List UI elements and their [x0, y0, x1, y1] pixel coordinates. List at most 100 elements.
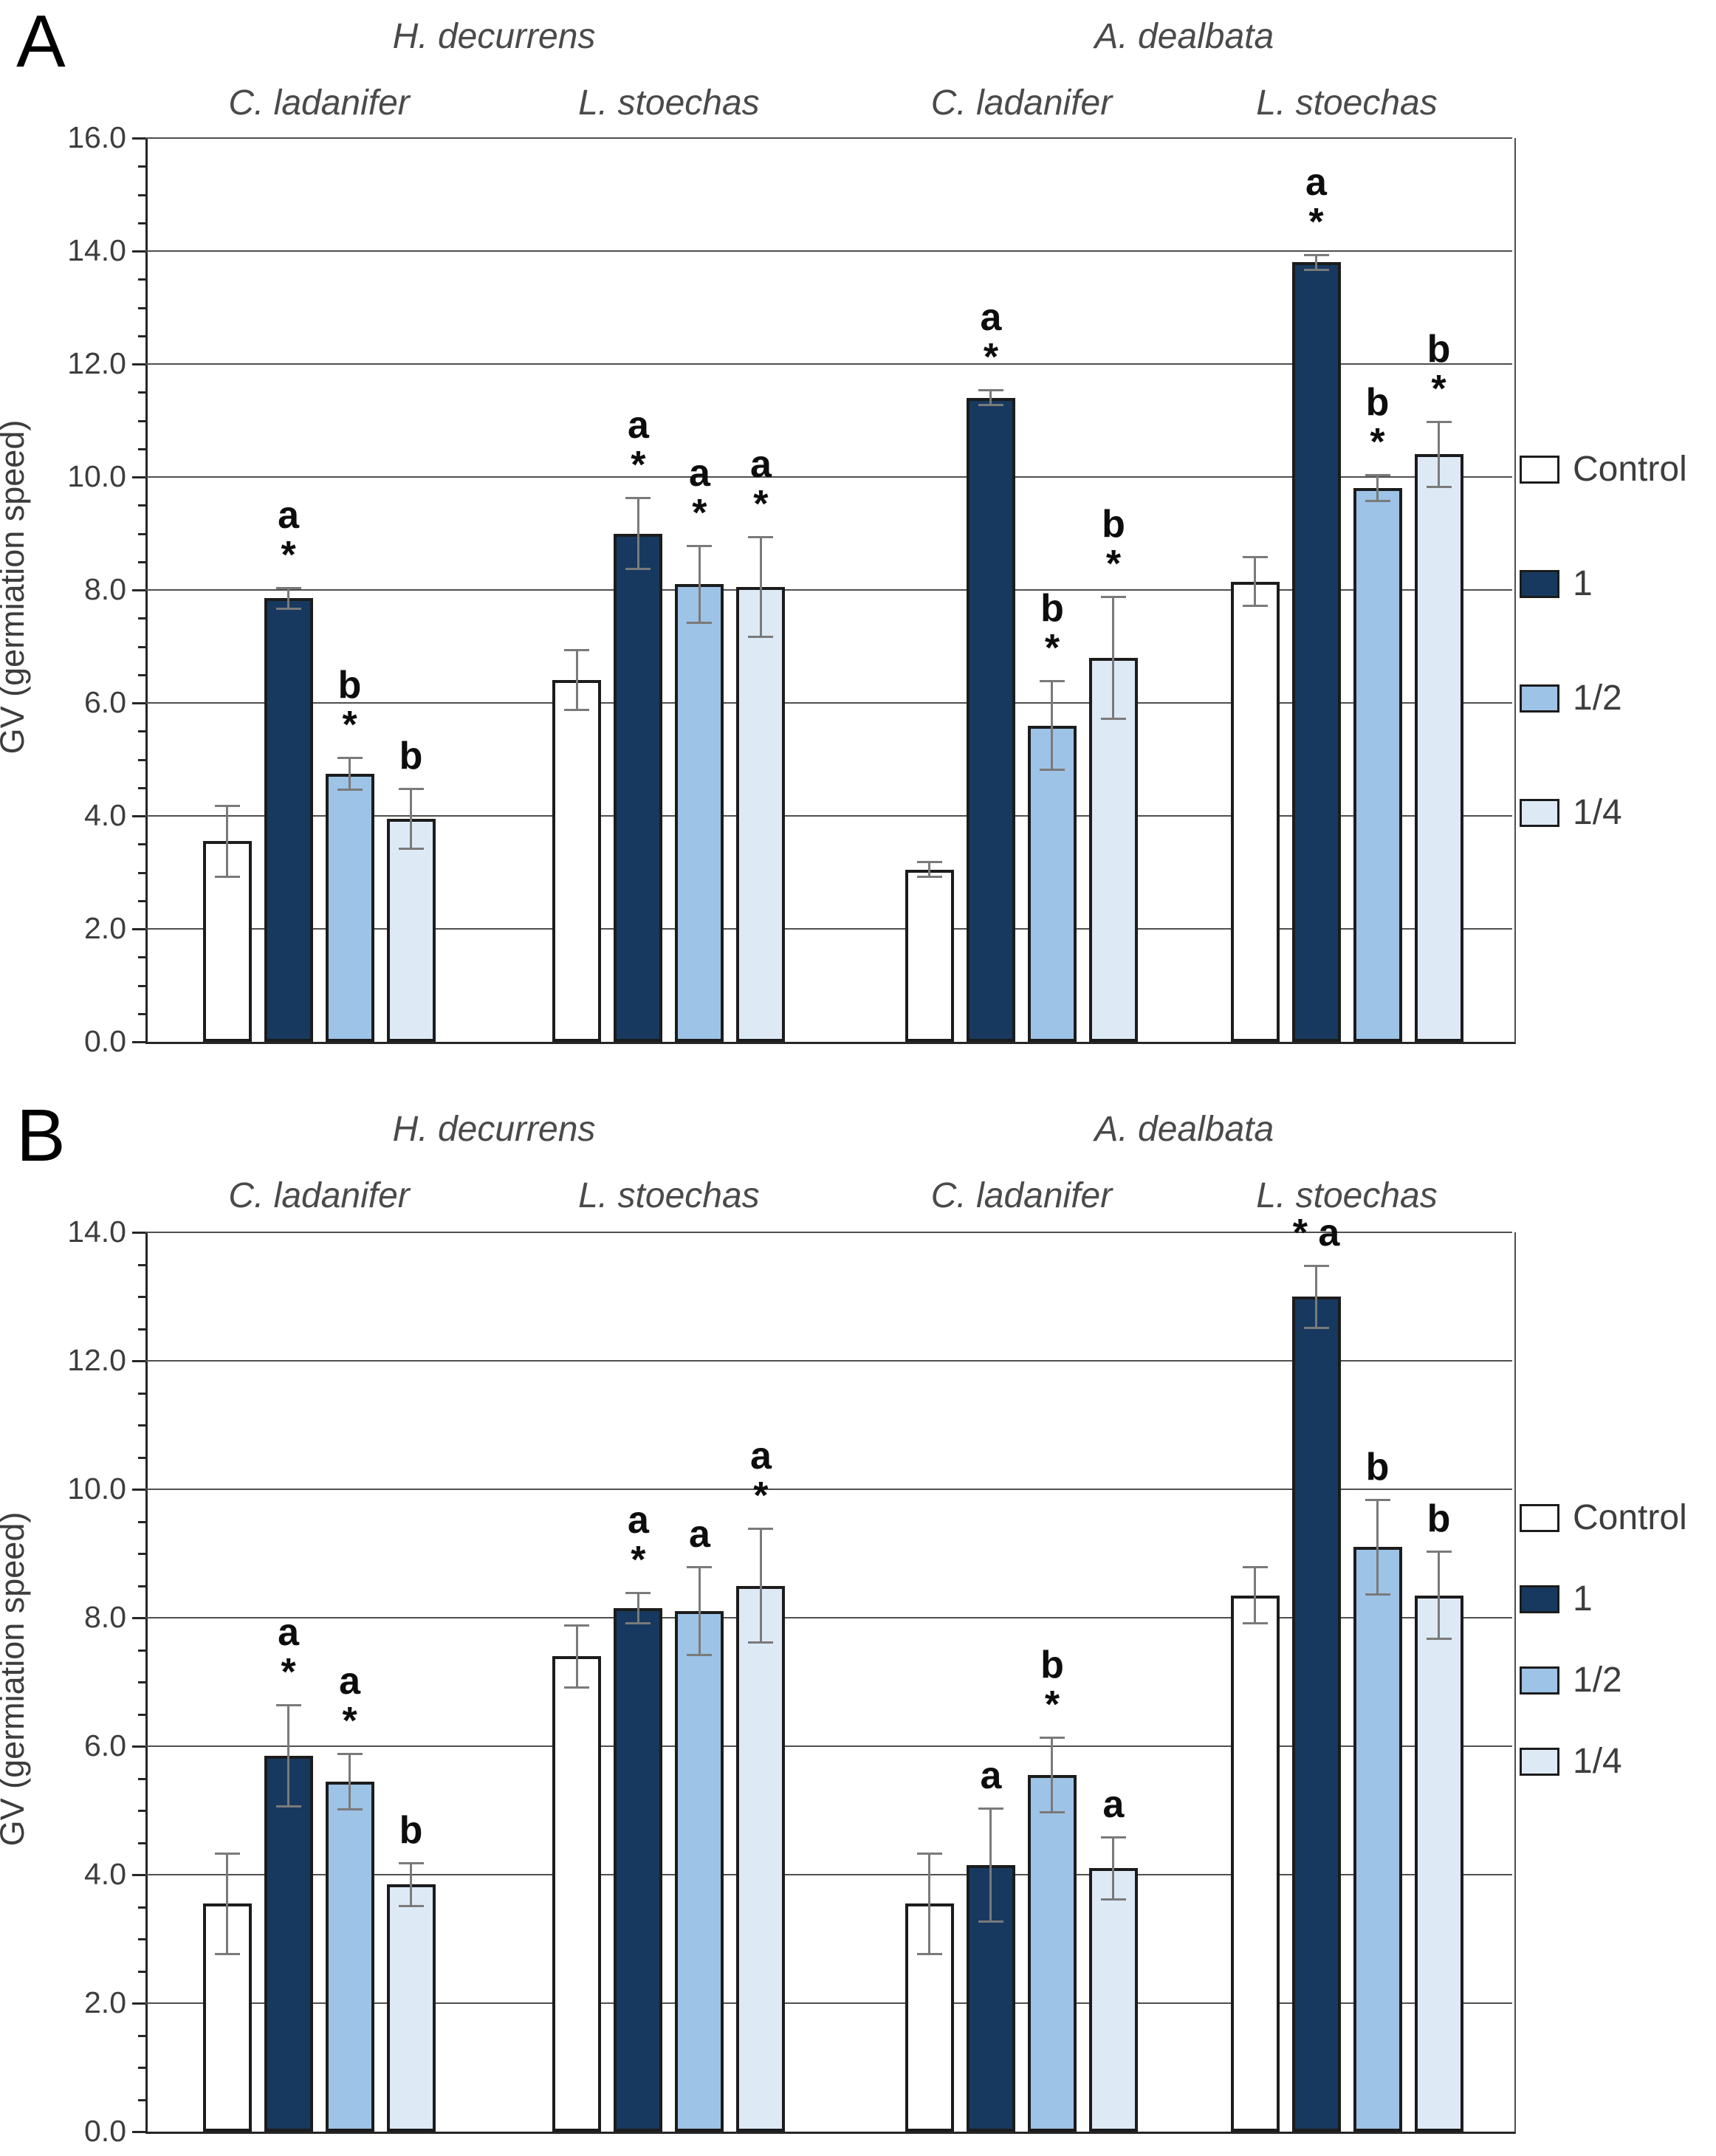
- plot-area: [145, 138, 1516, 1044]
- significance-label: a *: [339, 1659, 361, 1743]
- legend-label: 1: [1573, 564, 1593, 603]
- bar-1-2-group3: [1027, 1775, 1077, 2132]
- y-axis-major-tick: [132, 250, 145, 253]
- error-bar-cap-top: [1365, 1499, 1390, 1502]
- error-bar-cap-top: [1039, 680, 1065, 683]
- category-header: C. ladanifer: [228, 1176, 410, 1215]
- error-bar-cap-top: [214, 804, 240, 807]
- y-axis-minor-tick: [138, 1328, 145, 1331]
- error-bar-cap-top: [625, 1592, 651, 1595]
- gridline: [145, 1874, 1512, 1875]
- error-bar-cap-bottom: [214, 1952, 240, 1955]
- y-axis-minor-tick: [138, 447, 145, 450]
- legend-label: 1/4: [1573, 1742, 1622, 1781]
- significance-label: a *: [749, 1435, 772, 1518]
- error-bar-cap-top: [978, 1807, 1003, 1810]
- significance-label: b *: [1102, 502, 1125, 586]
- legend-swatch-1-4: [1520, 799, 1559, 827]
- significance-label: a *: [980, 296, 1002, 380]
- error-bar-cap-bottom: [1039, 768, 1065, 771]
- significance-label: b *: [337, 663, 362, 746]
- y-axis-minor-tick: [138, 222, 145, 224]
- error-bar-cap-top: [214, 1852, 240, 1855]
- bar-Control-group2: [552, 680, 602, 1042]
- gridline: [145, 250, 1512, 252]
- error-bar-cap-top: [748, 1528, 774, 1531]
- significance-label: a *: [627, 403, 649, 487]
- category-header: C. ladanifer: [228, 83, 410, 123]
- error-bar-line: [1112, 595, 1115, 720]
- error-bar-line: [1051, 680, 1054, 771]
- error-bar-line: [1051, 1736, 1054, 1814]
- error-bar-line: [698, 1566, 701, 1657]
- y-axis-minor-tick: [138, 1012, 145, 1015]
- y-axis-major-tick: [132, 1360, 145, 1362]
- y-axis-tick-label: 12.0: [67, 346, 126, 380]
- y-axis-tick-label: 8.0: [84, 1600, 126, 1634]
- legend-item: Control: [1520, 452, 1687, 487]
- y-axis-minor-tick: [138, 1649, 145, 1652]
- error-bar-cap-bottom: [687, 621, 713, 624]
- y-axis-minor-tick: [138, 758, 145, 761]
- gridline: [145, 1489, 1512, 1490]
- error-bar-cap-bottom: [214, 876, 240, 879]
- plot-area: [145, 1232, 1516, 2134]
- bar-1-4-group2: [736, 1585, 786, 2132]
- y-axis-minor-tick: [138, 165, 145, 168]
- y-axis-major-tick: [132, 1745, 145, 1748]
- y-axis-major-tick: [132, 928, 145, 930]
- error-bar-cap-bottom: [625, 568, 651, 571]
- bar-1-2-group3: [1027, 725, 1077, 1042]
- significance-label: a: [980, 1754, 1002, 1797]
- error-bar-cap-bottom: [275, 607, 301, 610]
- legend-swatch-1-2: [1520, 1666, 1559, 1695]
- error-bar-line: [575, 649, 578, 712]
- y-axis-tick-label: 10.0: [67, 459, 126, 493]
- error-bar-cap-bottom: [337, 788, 363, 791]
- significance-label: b *: [1040, 1643, 1064, 1726]
- legend-label: Control: [1573, 1498, 1687, 1537]
- y-axis-tick-label: 0.0: [84, 1024, 126, 1058]
- bar-Control-group4: [1230, 581, 1280, 1042]
- y-axis-minor-tick: [138, 1970, 145, 1973]
- bar-1-2-group2: [675, 584, 724, 1042]
- bar-1-4-group1: [386, 818, 436, 1042]
- error-bar-line: [226, 804, 229, 879]
- y-axis-minor-tick: [138, 504, 145, 507]
- y-axis-title: GV (germiation speed): [0, 1511, 31, 1847]
- legend-swatch-1: [1520, 1585, 1559, 1613]
- legend-swatch-1: [1520, 570, 1559, 598]
- gridline: [145, 137, 1512, 139]
- legend-label: 1/2: [1573, 1661, 1622, 1700]
- error-bar-line: [575, 1624, 578, 1689]
- y-axis-major-tick: [132, 815, 145, 817]
- bar-1-group3: [966, 397, 1015, 1042]
- legend-item: Control: [1520, 1500, 1687, 1536]
- category-header: L. stoechas: [1256, 83, 1438, 123]
- error-bar-line: [287, 1704, 290, 1807]
- legend-item: 1/4: [1520, 795, 1622, 831]
- gridline: [145, 476, 1512, 478]
- error-bar-line: [410, 787, 413, 850]
- y-axis-minor-tick: [138, 2067, 145, 2069]
- y-axis-minor-tick: [138, 1392, 145, 1395]
- significance-label: a *: [749, 443, 772, 526]
- y-axis-minor-tick: [138, 1553, 145, 1555]
- y-axis-minor-tick: [138, 391, 145, 394]
- error-bar-line: [928, 861, 931, 879]
- y-axis-minor-tick: [138, 1456, 145, 1459]
- y-axis-major-tick: [132, 476, 145, 478]
- error-bar-cap-top: [1100, 595, 1126, 598]
- bar-1-2-group2: [675, 1611, 724, 2132]
- error-bar-cap-bottom: [687, 1654, 713, 1657]
- error-bar-line: [1315, 253, 1318, 271]
- error-bar-cap-top: [275, 587, 301, 590]
- error-bar-cap-top: [1100, 1836, 1126, 1839]
- error-bar-cap-bottom: [1242, 604, 1268, 607]
- error-bar-cap-bottom: [625, 1621, 651, 1624]
- error-bar-cap-bottom: [1365, 1593, 1390, 1596]
- error-bar-line: [636, 1592, 639, 1624]
- y-axis-minor-tick: [138, 2098, 145, 2101]
- bar-1-group2: [614, 1607, 663, 2132]
- significance-label: a: [1102, 1782, 1125, 1826]
